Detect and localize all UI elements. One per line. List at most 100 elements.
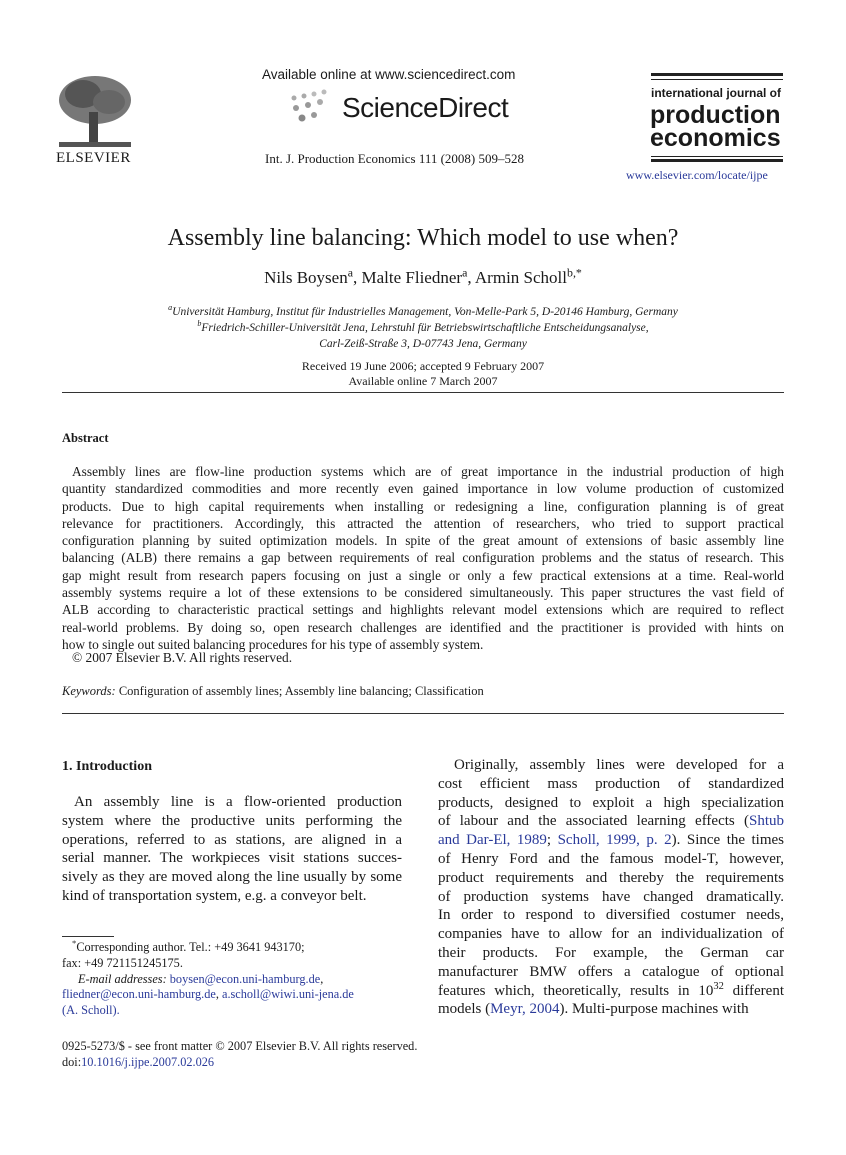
text-line: gap might result from research papers fo… [62, 567, 784, 583]
text-segment: product requirements and thereby the req… [438, 869, 784, 886]
email-label: E-mail addresses: [78, 971, 167, 986]
article-title: Assembly line balancing: Which model to … [167, 225, 679, 251]
journal-name-line1: international journal of [651, 86, 782, 100]
journal-rule-bottom2 [651, 159, 783, 162]
intro-right-column: Originally, assembly lines were develope… [438, 756, 784, 1019]
text-line: manufacturer BMW offers a catalogue of o… [438, 963, 784, 982]
text-line: relevance for practitioners. Accordingly… [62, 515, 784, 531]
text-segment: ). Since the times [671, 832, 785, 849]
journal-name-line3: economics [650, 124, 781, 152]
text-segment: of Henry Ford and the famous model-T, ho… [438, 850, 784, 867]
text-line: configuration planning by suited optimiz… [62, 533, 784, 549]
text-line: In order to respond to diversified costu… [438, 906, 784, 925]
text-line: features which, theoretically, results i… [438, 981, 784, 1001]
email-link[interactable]: fliedner@econ.uni-hamburg.de [62, 987, 216, 1002]
text-segment: products, designed to exploit a high spe… [438, 794, 784, 811]
abstract-body: Assembly lines are flow-line production … [62, 463, 784, 653]
text-line: how to single out suited balancing proce… [62, 636, 484, 652]
text-line: operations, referred to as stations, are… [62, 831, 402, 848]
doi-label: doi: [62, 1055, 82, 1069]
text-line: assembly systems require a lot of these … [62, 585, 784, 601]
text-line: quantity standardized commodities and mo… [62, 481, 784, 497]
sciencedirect-logo: ScienceDirect [342, 92, 509, 123]
text-line: product requirements and thereby the req… [438, 869, 784, 888]
journal-url-link[interactable]: www.elsevier.com/locate/ijpe [626, 168, 768, 182]
affiliation: Carl-Zeiß-Straße 3, D-07743 Jena, German… [0, 336, 846, 352]
citation-link[interactable]: Scholl, 1999, p. 2 [557, 832, 672, 849]
journal-rule-top2 [651, 79, 783, 80]
author-affiliation-sup: b,* [567, 265, 582, 280]
email-owner[interactable]: (A. Scholl). [62, 1003, 120, 1018]
text-line: of Henry Ford and the famous model-T, ho… [438, 850, 784, 869]
divider [62, 392, 784, 393]
keywords-label: Keywords: [62, 684, 116, 698]
text-segment: companies have to allow for an individua… [438, 926, 784, 943]
text-line: balancing (ALB) there remains a gap betw… [62, 550, 784, 566]
text-line: products, designed to exploit a high spe… [438, 794, 784, 813]
text-line: real-world problems. By doing so, open r… [62, 619, 784, 635]
abstract-copyright: © 2007 Elsevier B.V. All rights reserved… [72, 650, 293, 665]
journal-rule-top [651, 73, 783, 76]
text-line: Originally, assembly lines were develope… [438, 756, 784, 775]
text-segment: of production systems have changed drama… [438, 888, 784, 905]
article-history: Received 19 June 2006; accepted 9 Februa… [0, 359, 846, 389]
divider [62, 713, 784, 714]
citation-link[interactable]: Meyr, 2004 [490, 1001, 560, 1018]
text-segment: manufacturer BMW offers a catalogue of o… [438, 963, 784, 980]
email-link[interactable]: boysen@econ.uni-hamburg.de [169, 971, 321, 986]
text-line: products. Due to high capital requiremen… [62, 498, 784, 514]
author-affiliation-sup: a [462, 265, 468, 280]
author-affiliation-sup: a [347, 265, 353, 280]
text-line: system where the productive units perfor… [62, 812, 402, 829]
corresponding-author: Corresponding author. Tel.: +49 3641 943… [76, 940, 305, 954]
affiliation-text: Universität Hamburg, Institut für Indust… [172, 306, 678, 318]
abstract-heading: Abstract [62, 431, 109, 445]
text-segment: of labour and the associated learning ef… [438, 813, 749, 830]
affiliation-sup: a [168, 303, 173, 313]
footnote-star: * [72, 937, 77, 948]
affiliation: aUniversität Hamburg, Institut für Indus… [0, 304, 846, 320]
text-segment: different [723, 982, 784, 999]
elsevier-tree-logo [59, 76, 131, 147]
footer: 0925-5273/$ - see front matter © 2007 El… [62, 1038, 417, 1070]
received-date: Received 19 June 2006; accepted 9 Februa… [301, 359, 545, 373]
text-line: sively as they are moved along the line … [62, 869, 402, 886]
text-line: serial manner. The workpieces visit stat… [62, 850, 402, 867]
citation-link[interactable]: Shtub [748, 813, 784, 830]
email-link[interactable]: a.scholl@wiwi.uni-jena.de [221, 987, 354, 1002]
doi-link[interactable]: 10.1016/j.ijpe.2007.02.026 [81, 1055, 215, 1069]
text-line: cost efficient mass production of standa… [438, 775, 784, 794]
text-line: kind of transportation system, e.g. a co… [62, 887, 367, 904]
journal-name-line2: production [650, 101, 781, 129]
affiliation-text: Carl-Zeiß-Straße 3, D-07743 Jena, German… [319, 338, 527, 350]
text-line: and Dar-El, 1989; Scholl, 1999, p. 2). S… [438, 831, 784, 850]
text-line: companies have to allow for an individua… [438, 925, 784, 944]
text-line: their products. For example, the German … [438, 944, 784, 963]
available-online-text: Available online at www.sciencedirect.co… [262, 67, 516, 82]
author-name: Nils Boysen [264, 268, 348, 287]
affiliation: bFriedrich-Schiller-Universität Jena, Le… [0, 320, 846, 336]
text-line: of labour and the associated learning ef… [438, 812, 784, 831]
keywords: Keywords: Configuration of assembly line… [62, 684, 484, 699]
affiliation-sup: b [197, 319, 202, 329]
author-name: Malte Fliedner [361, 268, 463, 287]
issn-line: 0925-5273/$ - see front matter © 2007 El… [62, 1039, 418, 1053]
footnote-rule [62, 936, 114, 937]
section-heading: 1. Introduction [62, 759, 152, 774]
sciencedirect-dots-icon [291, 89, 327, 122]
text-segment: features which, theoretically, results i… [438, 982, 714, 999]
text-segment: their products. For example, the German … [438, 944, 784, 961]
text-segment: Originally, assembly lines were develope… [454, 757, 784, 773]
citation-link[interactable]: and Dar-El, 1989 [438, 832, 547, 849]
footnote: *Corresponding author. Tel.: +49 3641 94… [62, 937, 422, 1019]
text-segment: ; [546, 832, 558, 849]
text-segment: ). Multi-purpose machines with [559, 1001, 749, 1018]
keywords-text: Configuration of assembly lines; Assembl… [118, 684, 484, 698]
text-segment: models ( [438, 1001, 491, 1018]
publisher-name: ELSEVIER [56, 150, 131, 166]
author-name: Armin Scholl [474, 268, 567, 287]
text-line: An assembly line is a flow-oriented prod… [74, 794, 402, 810]
affiliation-text: Friedrich-Schiller-Universität Jena, Leh… [201, 322, 649, 334]
fax: fax: +49 721151245175. [62, 955, 183, 970]
